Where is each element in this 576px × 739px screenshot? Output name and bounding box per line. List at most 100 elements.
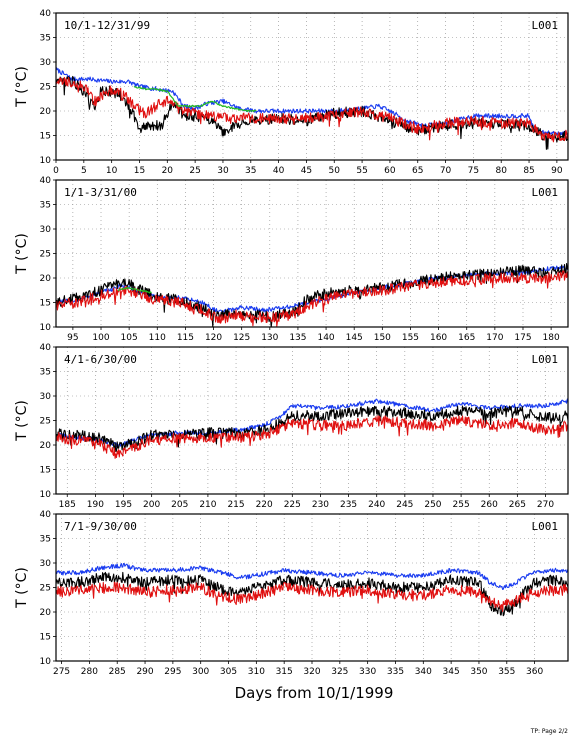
- x-tick-label: 220: [256, 500, 273, 510]
- series-line: [55, 76, 569, 143]
- series-line: [55, 571, 569, 617]
- x-tick-label: 350: [470, 667, 487, 677]
- y-tick-label: 35: [40, 201, 51, 211]
- x-tick-label: 340: [415, 667, 432, 677]
- y-tick-label: 10: [40, 490, 52, 500]
- x-tick-label: 250: [424, 500, 441, 510]
- x-tick-label: 50: [329, 166, 341, 176]
- y-tick-label: 20: [40, 608, 52, 618]
- x-tick-label: 100: [92, 333, 109, 343]
- x-tick-label: 260: [481, 500, 498, 510]
- series-line: [55, 270, 569, 327]
- x-tick-label: 255: [453, 500, 470, 510]
- y-tick-label: 40: [40, 176, 52, 186]
- x-tick-label: 120: [205, 333, 222, 343]
- panel-title: 1/1-3/31/00: [64, 186, 137, 199]
- series-line: [55, 581, 569, 612]
- station-label: L001: [532, 19, 559, 32]
- page-footer: TP: Page 2/2: [530, 728, 568, 735]
- series-line: [133, 86, 257, 113]
- x-tick-label: 235: [340, 500, 357, 510]
- x-tick-label: 130: [261, 333, 278, 343]
- x-tick-label: 90: [551, 166, 563, 176]
- x-tick-label: 70: [440, 166, 452, 176]
- x-tick-label: 225: [284, 500, 301, 510]
- y-tick-label: 30: [40, 559, 52, 569]
- x-axis-label: Days from 10/1/1999: [235, 684, 394, 702]
- x-tick-label: 215: [227, 500, 244, 510]
- y-tick-label: 20: [40, 441, 52, 451]
- x-tick-label: 185: [59, 500, 76, 510]
- x-tick-label: 65: [412, 166, 423, 176]
- x-tick-label: 305: [220, 667, 237, 677]
- x-tick-label: 55: [356, 166, 367, 176]
- x-tick-label: 335: [387, 667, 404, 677]
- x-tick-label: 205: [171, 500, 188, 510]
- x-tick-label: 115: [177, 333, 194, 343]
- panel-title: 4/1-6/30/00: [64, 353, 137, 366]
- x-tick-label: 295: [164, 667, 181, 677]
- x-tick-label: 210: [199, 500, 216, 510]
- x-tick-label: 315: [276, 667, 293, 677]
- x-tick-label: 155: [402, 333, 419, 343]
- x-tick-label: 240: [368, 500, 385, 510]
- y-tick-label: 35: [40, 535, 51, 545]
- y-tick-label: 25: [40, 584, 51, 594]
- x-tick-label: 30: [217, 166, 229, 176]
- panel-3: 10 15 20 25 30 35 40 185 190 195 200 205 210 215 220 22…: [14, 343, 569, 510]
- y-tick-label: 40: [40, 510, 52, 520]
- station-label: L001: [532, 520, 559, 533]
- x-tick-label: 140: [317, 333, 334, 343]
- x-tick-label: 10: [106, 166, 118, 176]
- station-label: L001: [532, 353, 559, 366]
- y-tick-label: 10: [40, 156, 52, 166]
- x-tick-label: 35: [245, 166, 256, 176]
- y-tick-label: 15: [40, 299, 51, 309]
- y-tick-label: 10: [40, 323, 52, 333]
- y-tick-label: 10: [40, 657, 52, 667]
- x-tick-label: 135: [289, 333, 306, 343]
- x-tick-label: 0: [53, 166, 59, 176]
- x-tick-label: 285: [109, 667, 126, 677]
- y-axis-label: T (°C): [14, 400, 30, 442]
- series-line: [55, 398, 569, 448]
- y-tick-label: 25: [40, 83, 51, 93]
- series-line: [55, 263, 569, 328]
- x-tick-label: 325: [331, 667, 348, 677]
- y-axis-label: T (°C): [14, 567, 30, 609]
- panel-4: 10 15 20 25 30 35 40 275 280 285 290 295 300 305 310 31…: [14, 510, 569, 677]
- y-tick-label: 40: [40, 9, 52, 19]
- x-tick-label: 60: [384, 166, 396, 176]
- series-line: [55, 562, 569, 590]
- x-tick-label: 345: [443, 667, 460, 677]
- x-tick-label: 230: [312, 500, 329, 510]
- x-tick-label: 330: [359, 667, 376, 677]
- y-tick-label: 40: [40, 343, 52, 353]
- x-tick-label: 275: [53, 667, 70, 677]
- x-tick-label: 15: [134, 166, 145, 176]
- x-tick-label: 20: [162, 166, 174, 176]
- x-tick-label: 270: [537, 500, 554, 510]
- x-tick-label: 265: [509, 500, 526, 510]
- x-tick-label: 245: [396, 500, 413, 510]
- x-tick-label: 75: [468, 166, 479, 176]
- x-tick-label: 360: [526, 667, 543, 677]
- x-tick-label: 125: [233, 333, 250, 343]
- y-tick-label: 30: [40, 392, 52, 402]
- x-tick-label: 45: [301, 166, 312, 176]
- x-tick-label: 25: [189, 166, 200, 176]
- y-axis-label: T (°C): [14, 66, 30, 108]
- x-tick-label: 170: [486, 333, 503, 343]
- panel-title: 10/1-12/31/99: [64, 19, 150, 32]
- x-tick-label: 160: [430, 333, 447, 343]
- series-line: [55, 75, 569, 150]
- x-tick-label: 310: [248, 667, 265, 677]
- x-tick-label: 40: [273, 166, 285, 176]
- y-tick-label: 20: [40, 107, 52, 117]
- x-tick-label: 150: [374, 333, 391, 343]
- series-line: [117, 286, 152, 294]
- x-tick-label: 290: [136, 667, 153, 677]
- y-tick-label: 20: [40, 274, 52, 284]
